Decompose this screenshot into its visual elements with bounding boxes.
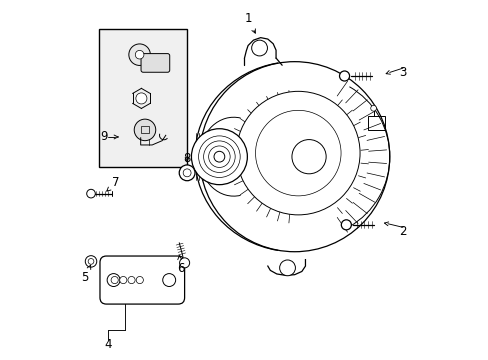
Text: 4: 4 [104,338,112,351]
Circle shape [120,276,126,284]
Circle shape [203,141,235,172]
Circle shape [199,62,389,252]
Circle shape [88,258,94,264]
Circle shape [128,44,150,66]
Bar [367,116,385,130]
Circle shape [341,220,351,230]
Text: 9: 9 [100,130,107,144]
Text: 6: 6 [177,256,184,275]
Circle shape [134,119,155,141]
Text: 2: 2 [398,225,406,238]
Circle shape [86,189,95,198]
Circle shape [179,258,189,268]
Circle shape [208,146,230,167]
Circle shape [136,276,143,284]
Text: 7: 7 [106,176,120,191]
Circle shape [179,165,195,181]
Circle shape [163,274,175,287]
Bar [141,126,149,134]
Circle shape [198,136,240,177]
Circle shape [128,276,135,284]
Circle shape [236,91,359,215]
Circle shape [85,256,97,267]
Circle shape [370,105,376,111]
Circle shape [191,129,247,185]
FancyBboxPatch shape [100,256,184,304]
Text: 8: 8 [183,152,190,165]
Circle shape [136,93,146,104]
Circle shape [107,274,120,287]
Bar [99,30,187,167]
Circle shape [251,40,267,56]
Circle shape [255,110,340,196]
Circle shape [214,151,224,162]
Text: 3: 3 [399,66,406,79]
Circle shape [111,276,118,284]
Circle shape [291,140,325,174]
Circle shape [183,169,191,177]
Text: 5: 5 [81,265,91,284]
Circle shape [339,71,349,81]
FancyBboxPatch shape [141,54,169,72]
Circle shape [279,260,295,276]
Circle shape [135,50,143,59]
Text: 1: 1 [244,12,255,33]
